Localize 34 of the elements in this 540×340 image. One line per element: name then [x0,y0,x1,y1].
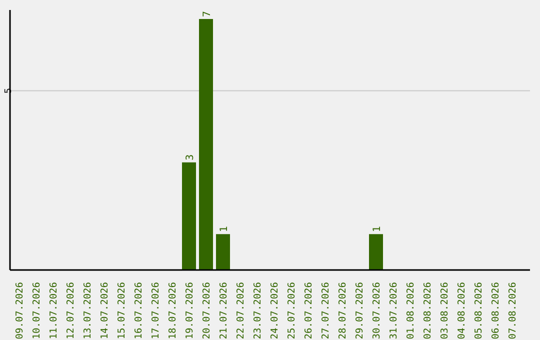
x-tick-label: 26.07.2026 [304,282,314,340]
x-tick-label: 06.08.2026 [490,282,502,340]
data-label: 1 [219,226,230,232]
x-tick-label: 25.07.2026 [286,282,298,340]
x-tick-label: 01.08.2026 [406,282,416,340]
x-tick-label: 04.08.2026 [456,282,468,340]
x-tick-label: 03.08.2026 [440,282,450,340]
x-tick-label: 30.07.2026 [372,282,382,340]
x-tick-label: 31.07.2026 [388,282,400,340]
x-tick-label: 10.07.2026 [32,282,42,340]
x-tick-label: 11.07.2026 [48,282,60,340]
x-tick-label: 17.07.2026 [150,282,162,340]
x-tick-label: 21.07.2026 [218,282,230,340]
x-tick-label: 28.07.2026 [338,282,348,340]
x-tick-label: 23.07.2026 [252,282,264,340]
data-label: 1 [372,226,383,232]
x-tick-label: 09.07.2026 [14,282,26,340]
x-tick-label: 07.08.2026 [508,282,518,340]
x-tick-label: 02.08.2026 [422,282,434,340]
x-tick-label: 29.07.2026 [354,282,366,340]
x-tick-label: 05.08.2026 [474,282,484,340]
data-label: 3 [185,154,196,160]
x-tick-label: 24.07.2026 [270,282,280,340]
x-tick-label: 20.07.2026 [202,282,212,340]
data-label: 7 [202,10,213,17]
x-tick-label: 18.07.2026 [168,282,178,340]
x-tick-label: 13.07.2026 [82,282,94,340]
x-tick-label: 27.07.2026 [320,282,332,340]
x-tick-label: 19.07.2026 [184,282,196,340]
x-tick-label: 22.07.2026 [236,282,246,340]
x-tick-label: 15.07.2026 [116,282,128,340]
x-tick-label: 16.07.2026 [134,282,144,340]
x-tick-label: 14.07.2026 [100,282,110,340]
x-tick-label: 12.07.2026 [66,282,76,340]
